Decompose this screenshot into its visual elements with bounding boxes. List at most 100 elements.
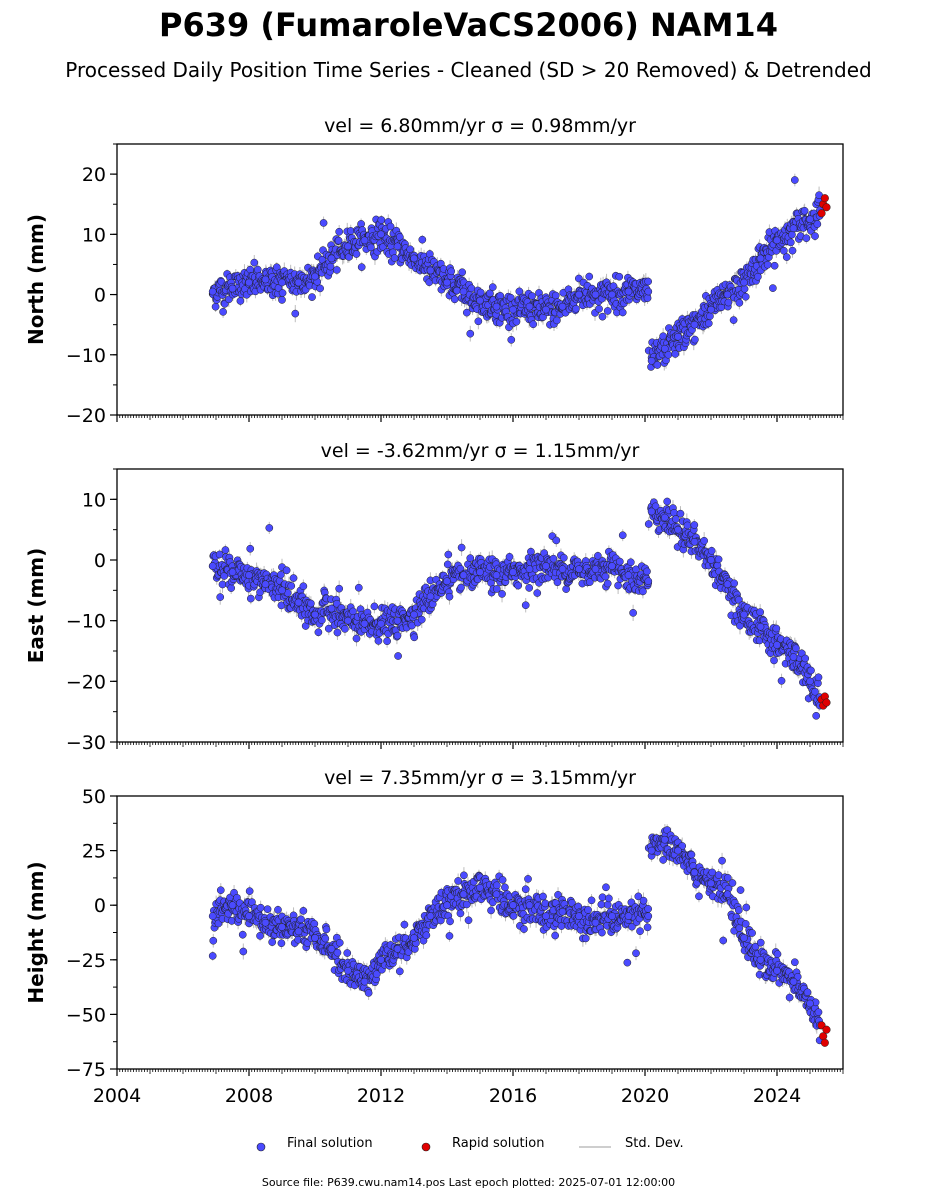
final-point [311, 272, 319, 281]
y-axis-label: East (mm) [24, 548, 48, 664]
final-point [763, 260, 772, 269]
final-point [272, 263, 281, 272]
final-point [608, 562, 616, 570]
y-tick-label: −10 [66, 611, 106, 633]
panel-title: vel = 6.80mm/yr σ = 0.98mm/yr [324, 115, 636, 137]
final-point [553, 578, 562, 587]
final-point [476, 568, 484, 576]
y-axis-label: North (mm) [24, 214, 48, 345]
final-point [639, 587, 647, 596]
y-tick-label: −10 [66, 345, 106, 367]
final-point [788, 230, 796, 239]
final-point [476, 296, 484, 305]
final-point [227, 584, 236, 592]
final-point [558, 565, 567, 573]
final-point [553, 316, 561, 325]
final-point [354, 583, 363, 592]
final-point [450, 295, 459, 304]
final-point [723, 290, 732, 299]
final-point [773, 641, 781, 649]
final-point [219, 308, 227, 316]
final-point [443, 577, 451, 586]
final-point [528, 292, 536, 300]
final-point [533, 589, 542, 597]
final-point [457, 543, 466, 552]
final-point [591, 290, 600, 299]
final-point [216, 593, 225, 601]
final-point [782, 253, 791, 261]
final-point [618, 308, 627, 317]
std-dev-bars [212, 173, 821, 371]
final-point [676, 509, 685, 518]
final-point [549, 554, 558, 563]
final-point [228, 284, 237, 293]
final-point [308, 293, 316, 301]
final-point [585, 578, 594, 586]
final-point [410, 633, 419, 642]
y-tick-label: 20 [82, 164, 106, 186]
final-point [360, 619, 369, 628]
final-point [307, 599, 315, 608]
final-point [777, 676, 786, 685]
final-point [459, 571, 468, 580]
final-point [773, 236, 781, 245]
final-point [377, 216, 386, 224]
final-point [585, 272, 594, 281]
panel-3: vel = 7.35mm/yr σ = 3.15mm/yr Height (mm)… [24, 767, 844, 1107]
final-point [707, 556, 715, 564]
y-axis-label: Height (mm) [24, 861, 48, 1003]
chart-subtitle: Processed Daily Position Time Series - C… [65, 58, 872, 82]
final-point [317, 616, 326, 625]
final-point [624, 287, 633, 296]
final-point [346, 227, 355, 235]
plot-area [208, 497, 831, 720]
final-point [492, 302, 501, 311]
final-point [789, 224, 798, 233]
final-point [562, 585, 570, 593]
final-point [344, 616, 352, 625]
final-point [741, 292, 750, 301]
final-point [335, 584, 344, 593]
y-tick-label: −30 [66, 732, 106, 754]
final-point [410, 610, 418, 619]
final-point [643, 567, 651, 576]
final-point [660, 344, 669, 353]
chart-title: P639 (FumaroleVaCS2006) NAM14 [159, 6, 778, 44]
final-point [316, 284, 324, 293]
final-point [644, 277, 652, 286]
final-point [575, 565, 583, 573]
final-point [811, 687, 819, 696]
final-point [735, 299, 744, 307]
final-point [690, 521, 699, 529]
final-point [507, 335, 516, 344]
final-point [261, 580, 270, 589]
final-point [575, 290, 583, 299]
final-point [289, 574, 298, 582]
final-point [287, 582, 296, 590]
final-point [352, 634, 361, 643]
final-point [324, 624, 333, 633]
final-point [594, 551, 602, 560]
final-point [527, 547, 535, 556]
final-point [618, 531, 627, 540]
rapid-point [822, 698, 831, 707]
final-point [253, 265, 262, 274]
final-point [208, 287, 217, 296]
final-point [208, 562, 217, 570]
final-point [542, 305, 550, 314]
final-point [734, 595, 743, 604]
final-point [806, 215, 814, 224]
final-point [335, 227, 344, 236]
final-point [327, 254, 336, 263]
final-point [811, 232, 819, 240]
final-point [443, 560, 452, 569]
final-point [299, 582, 308, 591]
final-point [444, 550, 453, 559]
final-point [333, 628, 342, 637]
final-point [459, 287, 468, 296]
final-point [800, 206, 809, 215]
final-point [246, 594, 255, 603]
final-point [525, 302, 534, 311]
final-point [417, 615, 426, 624]
y-tick-label: 0 [94, 550, 106, 572]
